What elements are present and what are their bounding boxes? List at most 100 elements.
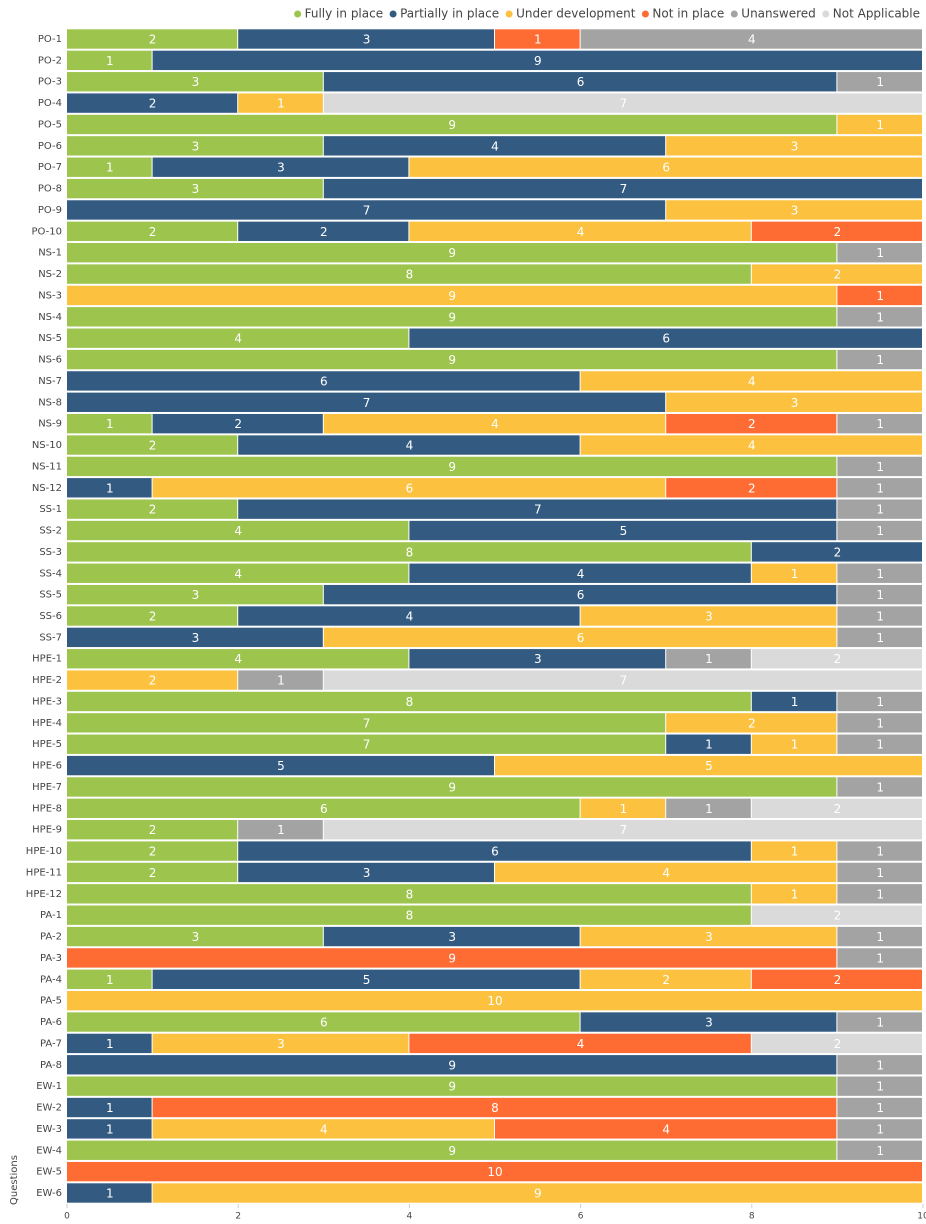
segment-label: 6 [320,374,328,388]
bar-segment [751,649,922,669]
legend-marker [822,10,830,18]
bar-segment [751,905,922,925]
bar-segment [837,862,922,883]
segment-label: 1 [876,1016,884,1030]
bar-segment [67,1055,837,1075]
segment-label: 1 [876,481,884,495]
segment-label: 7 [620,97,628,111]
segment-label: 6 [491,845,499,859]
segment-label: 1 [876,1144,884,1158]
legend-label: Under development [516,7,636,21]
segment-label: 8 [406,695,414,709]
bar-segment [67,798,580,819]
bar-segment [323,627,837,648]
segment-label: 4 [577,225,585,239]
segment-label: 1 [705,652,713,666]
bar-segment [67,1183,152,1203]
segment-label: 8 [406,268,414,282]
segment-label: 1 [876,75,884,89]
bar-segment [238,606,580,626]
bar-segment [67,905,751,925]
segment-label: 9 [448,310,456,324]
segment-label: 4 [491,417,499,431]
segment-label: 1 [106,1187,114,1201]
bar-segment [67,435,238,455]
segment-label: 2 [834,652,842,666]
segment-label: 3 [277,1037,285,1051]
bar-segment [67,884,751,904]
y-tick-label: EW-5 [36,1167,62,1178]
bar-segment [67,221,238,242]
segment-label: 4 [406,610,414,624]
y-tick-label: PO-1 [38,34,62,45]
bar-segment [837,584,922,605]
segment-label: 4 [748,33,756,47]
segment-label: 3 [705,610,713,624]
segment-label: 3 [534,652,542,666]
bar-segment [837,456,922,477]
segment-label: 7 [620,823,628,837]
y-tick-label: HPE-6 [32,761,62,772]
bar-segment [837,948,922,968]
bar-segment [67,820,238,840]
segment-label: 1 [876,246,884,260]
bar-segment [837,1140,922,1160]
bar-segment [409,328,922,348]
segment-label: 4 [234,652,242,666]
x-tick-label: 10 [917,1212,926,1222]
y-tick-label: NS-7 [38,376,62,387]
y-tick-label: PO-4 [38,98,62,109]
bar-segment [67,777,837,797]
bar-segment [238,841,751,861]
bar-segment [323,413,666,434]
y-tick-label: EW-6 [36,1188,62,1199]
x-tick-label: 4 [407,1212,413,1222]
x-tick-label: 8 [749,1212,755,1222]
bar-segment [67,969,152,989]
bar-segment [751,1033,922,1054]
segment-label: 3 [791,139,799,153]
segment-label: 8 [406,887,414,901]
segment-label: 4 [662,866,670,880]
bar-segment [67,328,409,348]
segment-label: 1 [791,738,799,752]
y-tick-label: NS-10 [32,440,62,451]
bar-segment [837,1076,922,1096]
bar-segment [323,136,666,156]
segment-label: 2 [320,225,328,239]
segment-label: 1 [791,567,799,581]
segment-label: 1 [106,973,114,987]
bar-segment [751,221,922,242]
segment-label: 6 [577,75,585,89]
segment-label: 1 [876,118,884,132]
segment-label: 1 [876,1122,884,1136]
bar-segment [238,29,494,49]
bar-segment [67,670,238,690]
bar-segment [837,691,922,712]
bar-segment [152,1119,494,1139]
bar-segment [238,670,323,690]
bar-segment [751,542,922,562]
bar-segment [495,1119,837,1139]
bar-segment [409,563,751,583]
bar-segment [580,969,751,989]
bar-segment [666,798,751,819]
segment-label: 3 [791,203,799,217]
segment-label: 2 [834,973,842,987]
segment-label: 1 [876,1058,884,1072]
bar-segment [837,734,922,754]
segment-label: 2 [149,97,157,111]
bar-segment [837,606,922,626]
bar-segment [751,798,922,819]
bar-segment [152,157,409,177]
segment-label: 7 [534,503,542,517]
y-tick-label: EW-2 [36,1103,62,1114]
bar-segment [152,1183,923,1203]
bar-segment [323,820,922,840]
y-tick-label: PA-3 [40,953,62,964]
segment-label: 3 [192,588,200,602]
legend-marker [294,10,302,18]
y-tick-label: HPE-9 [32,825,62,836]
bar-segment [67,285,837,306]
segment-label: 2 [149,33,157,47]
